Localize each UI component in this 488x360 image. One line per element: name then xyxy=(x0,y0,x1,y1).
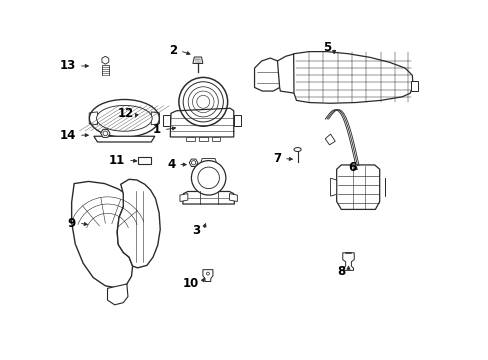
Polygon shape xyxy=(183,192,234,204)
Text: 3: 3 xyxy=(192,224,200,237)
Polygon shape xyxy=(199,137,207,140)
Polygon shape xyxy=(180,194,187,202)
Ellipse shape xyxy=(89,99,159,137)
Polygon shape xyxy=(254,58,280,91)
Circle shape xyxy=(103,131,107,136)
Polygon shape xyxy=(94,136,155,142)
Polygon shape xyxy=(330,178,336,196)
Polygon shape xyxy=(277,54,294,93)
Text: 13: 13 xyxy=(60,59,76,72)
Polygon shape xyxy=(186,137,195,140)
Text: 1: 1 xyxy=(153,123,161,136)
Polygon shape xyxy=(342,253,353,270)
Text: 9: 9 xyxy=(67,216,76,230)
Text: 7: 7 xyxy=(272,152,281,165)
Polygon shape xyxy=(72,181,132,288)
Text: 4: 4 xyxy=(167,158,175,171)
Ellipse shape xyxy=(293,148,301,152)
Circle shape xyxy=(191,161,195,165)
Text: 2: 2 xyxy=(169,44,177,57)
Polygon shape xyxy=(163,116,170,126)
Polygon shape xyxy=(107,284,128,305)
Polygon shape xyxy=(233,116,241,126)
Polygon shape xyxy=(101,129,110,138)
Polygon shape xyxy=(170,108,233,137)
Polygon shape xyxy=(117,179,160,268)
Circle shape xyxy=(198,167,219,189)
Polygon shape xyxy=(293,51,412,103)
Polygon shape xyxy=(189,159,198,167)
Polygon shape xyxy=(203,270,212,282)
Text: 12: 12 xyxy=(118,107,134,120)
Polygon shape xyxy=(229,194,237,202)
Circle shape xyxy=(191,161,225,195)
Polygon shape xyxy=(102,56,108,64)
Text: 6: 6 xyxy=(347,161,356,174)
Polygon shape xyxy=(410,81,417,91)
Text: 11: 11 xyxy=(109,154,125,167)
Polygon shape xyxy=(325,134,335,145)
Polygon shape xyxy=(201,158,216,163)
Text: 10: 10 xyxy=(182,277,198,290)
Ellipse shape xyxy=(96,105,152,131)
Text: 14: 14 xyxy=(60,129,76,142)
Polygon shape xyxy=(138,157,151,164)
Ellipse shape xyxy=(206,272,209,275)
Text: 8: 8 xyxy=(337,265,345,278)
Polygon shape xyxy=(211,137,220,140)
Polygon shape xyxy=(192,57,203,63)
Polygon shape xyxy=(336,165,379,210)
Text: 5: 5 xyxy=(323,41,330,54)
